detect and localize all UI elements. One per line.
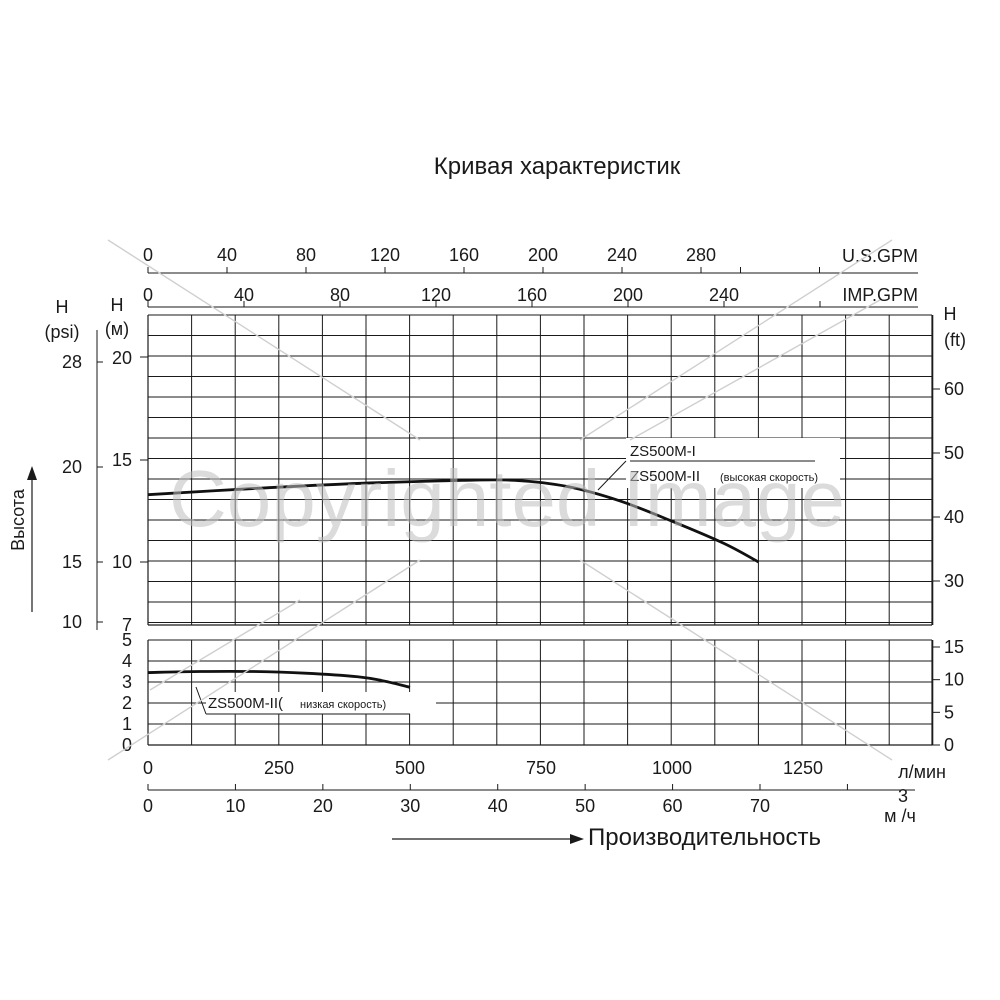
curve-high-speed [147, 478, 760, 564]
height-arrow-head [27, 466, 37, 480]
watermark-line [629, 299, 881, 441]
axis-label-lpm: л/мин [898, 762, 946, 782]
tick-label-m-lower: 1 [122, 714, 132, 734]
axis-label-usgpm: U.S.GPM [842, 246, 918, 266]
series-label-zs500m-ii-low: ZS500M-II( [208, 695, 283, 712]
annot-bg-high [626, 438, 840, 488]
tick-label-ft-upper: 40 [944, 507, 964, 527]
tick-label-m-upper: 10 [112, 552, 132, 572]
axis-label-flow: Производительность [588, 824, 821, 851]
chart-title: Кривая характеристик [434, 153, 681, 180]
tick-label-psi: 28 [62, 352, 82, 372]
tick-label-impgpm: 240 [709, 285, 739, 305]
tick-label-lpm: 0 [143, 758, 153, 778]
axis-label-impgpm: IMP.GPM [842, 285, 918, 305]
tick-label-psi: 20 [62, 457, 82, 477]
tick-label-ft-upper: 50 [944, 443, 964, 463]
watermark-line [107, 559, 421, 761]
tick-label-m3h: 20 [313, 796, 333, 816]
watermark: Copyrighted Image [169, 454, 845, 543]
axis-label-m3h-sup: 3 [898, 786, 908, 806]
tick-label-ft-lower: 0 [944, 735, 954, 755]
tick-label-psi: 10 [62, 612, 82, 632]
tick-label-usgpm: 160 [449, 245, 479, 265]
tick-label-usgpm: 0 [143, 245, 153, 265]
axis-label-psi-h: H [56, 297, 69, 317]
tick-label-m-upper: 15 [112, 450, 132, 470]
tick-label-usgpm: 200 [528, 245, 558, 265]
tick-label-impgpm: 200 [613, 285, 643, 305]
tick-label-ft-lower: 5 [944, 702, 954, 722]
tick-label-m3h: 0 [143, 796, 153, 816]
tick-label-m3h: 40 [488, 796, 508, 816]
tick-label-lpm: 1250 [783, 758, 823, 778]
watermark-lines [107, 239, 893, 761]
tick-label-impgpm: 40 [234, 285, 254, 305]
tick-label-lpm: 500 [395, 758, 425, 778]
tick-label-m-lower: 0 [122, 735, 132, 755]
tick-label-m3h: 70 [750, 796, 770, 816]
tick-label-impgpm: 0 [143, 285, 153, 305]
tick-label-m3h: 60 [663, 796, 683, 816]
axis-label-height: Высота [8, 488, 28, 551]
series-label-zs500m-ii-high: ZS500M-II [630, 468, 700, 485]
watermark-line [149, 599, 301, 691]
tick-label-m3h: 10 [225, 796, 245, 816]
axis-label-m-h: H [111, 295, 124, 315]
series-leader-high [597, 460, 627, 491]
tick-label-ft-lower: 10 [944, 670, 964, 690]
axis-label-m3h: м /ч [884, 806, 916, 826]
tick-label-lpm: 250 [264, 758, 294, 778]
axis-label-ft-h: H [944, 304, 957, 324]
tick-label-psi: 15 [62, 552, 82, 572]
series-label-high-note: (высокая скорость) [720, 472, 818, 484]
tick-label-impgpm: 120 [421, 285, 451, 305]
tick-label-m-lower: 4 [122, 651, 132, 671]
axis-label-psi-unit: (psi) [45, 322, 80, 342]
series-label-zs500m-i: ZS500M-I [630, 443, 696, 460]
axis-label-m-unit: (м) [105, 319, 129, 339]
tick-label-m-lower: 2 [122, 693, 132, 713]
tick-label-usgpm: 40 [217, 245, 237, 265]
tick-label-usgpm: 80 [296, 245, 316, 265]
tick-label-ft-upper: 30 [944, 571, 964, 591]
tick-label-m-upper: 20 [112, 348, 132, 368]
tick-label-lpm: 750 [526, 758, 556, 778]
tick-label-m-lower: 3 [122, 672, 132, 692]
axis-label-ft-unit: (ft) [944, 330, 966, 350]
flow-arrow-head [570, 834, 584, 844]
curve-low-speed [147, 669, 411, 689]
tick-label-impgpm: 80 [330, 285, 350, 305]
series-label-low-note: низкая скорость) [300, 699, 386, 711]
chart-axes [27, 267, 940, 844]
tick-label-ft-upper: 60 [944, 379, 964, 399]
annot-bg-low [206, 692, 436, 714]
tick-label-usgpm: 240 [607, 245, 637, 265]
tick-label-m-lower: 5 [122, 630, 132, 650]
tick-label-m-upper: 7 [122, 615, 132, 635]
tick-label-m3h: 30 [400, 796, 420, 816]
tick-label-impgpm: 160 [517, 285, 547, 305]
watermark-line [107, 239, 421, 441]
tick-label-usgpm: 120 [370, 245, 400, 265]
tick-label-ft-lower: 15 [944, 637, 964, 657]
watermark-line [579, 239, 893, 441]
tick-label-lpm: 1000 [652, 758, 692, 778]
watermark-line [579, 559, 893, 761]
tick-label-m3h: 50 [575, 796, 595, 816]
chart-curves [147, 478, 760, 689]
tick-label-usgpm: 280 [686, 245, 716, 265]
